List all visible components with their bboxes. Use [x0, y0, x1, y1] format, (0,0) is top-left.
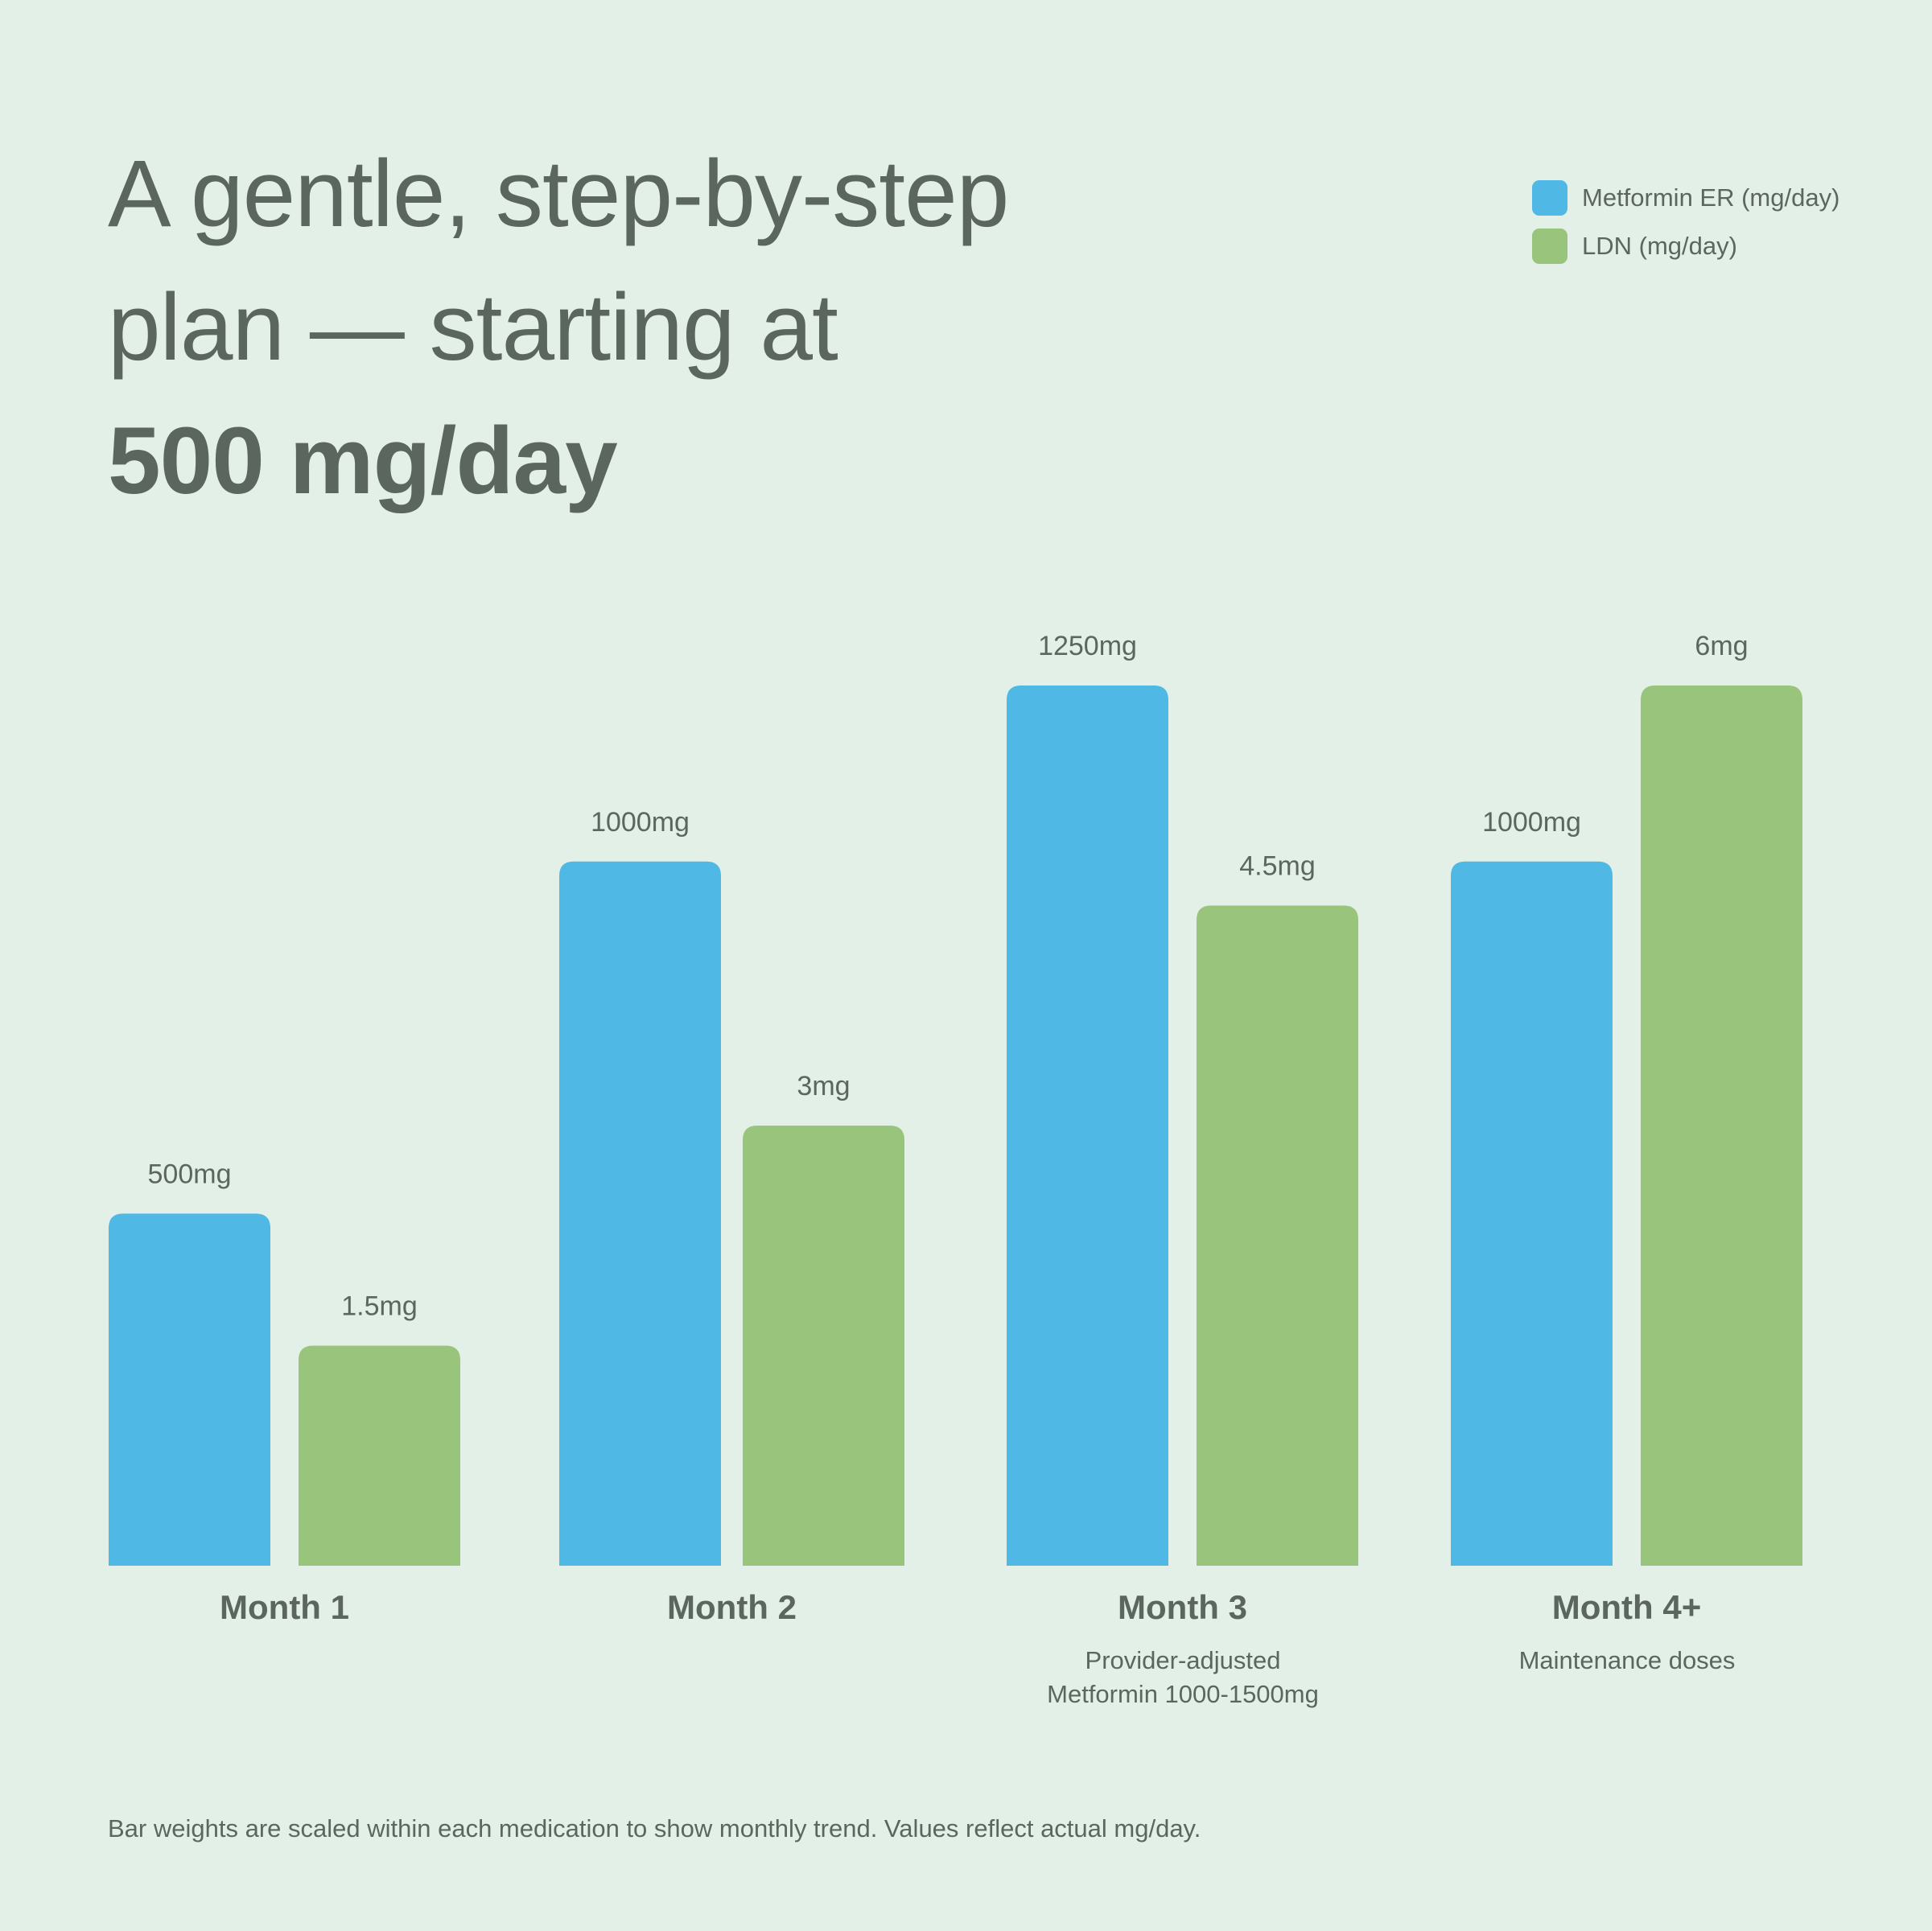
legend-item-ldn: LDN (mg/day): [1532, 229, 1839, 264]
value-label-ldn-3: 4.5mg: [1239, 851, 1316, 882]
month-3-note-line-1: Provider-adjusted: [1085, 1646, 1281, 1674]
category-label-3: Month 3: [1118, 1588, 1247, 1626]
category-label-2: Month 2: [667, 1588, 797, 1626]
bar-ldn-1: [299, 1345, 460, 1566]
value-label-metformin-2: 1000mg: [591, 807, 690, 838]
legend-label-metformin: Metformin ER (mg/day): [1582, 183, 1840, 212]
title-line-2: plan — starting at: [108, 274, 838, 381]
legend-item-metformin: Metformin ER (mg/day): [1532, 180, 1839, 216]
value-label-metformin-4: 1000mg: [1482, 807, 1581, 838]
bar-metformin-2: [559, 861, 721, 1566]
bar-ldn-2: [743, 1126, 904, 1566]
month-3-note-line-2: Metformin 1000-1500mg: [1047, 1680, 1319, 1708]
title-line-3: 500 mg/day: [108, 408, 618, 514]
value-label-ldn-1: 1.5mg: [341, 1291, 418, 1322]
bar-metformin-4: [1451, 861, 1613, 1566]
legend-swatch-ldn: [1532, 229, 1567, 264]
legend-swatch-metformin: [1532, 180, 1567, 216]
title-line-1: A gentle, step-by-step: [108, 141, 1009, 247]
legend: Metformin ER (mg/day) LDN (mg/day): [1532, 180, 1839, 277]
bar-ldn-4: [1641, 686, 1802, 1566]
value-label-ldn-4: 6mg: [1695, 631, 1748, 661]
category-label-1: Month 1: [220, 1588, 349, 1626]
month-4-note: Maintenance doses: [1386, 1644, 1868, 1678]
month-4-note-line-1: Maintenance doses: [1518, 1646, 1736, 1674]
chart-title: A gentle, step-by-step plan — starting a…: [108, 127, 1315, 528]
category-label-4: Month 4+: [1552, 1588, 1702, 1626]
bar-metformin-3: [1007, 686, 1168, 1566]
value-label-ldn-2: 3mg: [797, 1071, 850, 1101]
value-label-metformin-3: 1250mg: [1038, 631, 1137, 661]
legend-label-ldn: LDN (mg/day): [1582, 232, 1737, 260]
bar-ldn-3: [1197, 905, 1358, 1566]
value-label-metformin-1: 500mg: [148, 1159, 232, 1189]
month-3-note: Provider-adjusted Metformin 1000-1500mg: [941, 1644, 1424, 1711]
bar-metformin-1: [109, 1213, 270, 1566]
footnote: Bar weights are scaled within each medic…: [108, 1814, 1201, 1842]
